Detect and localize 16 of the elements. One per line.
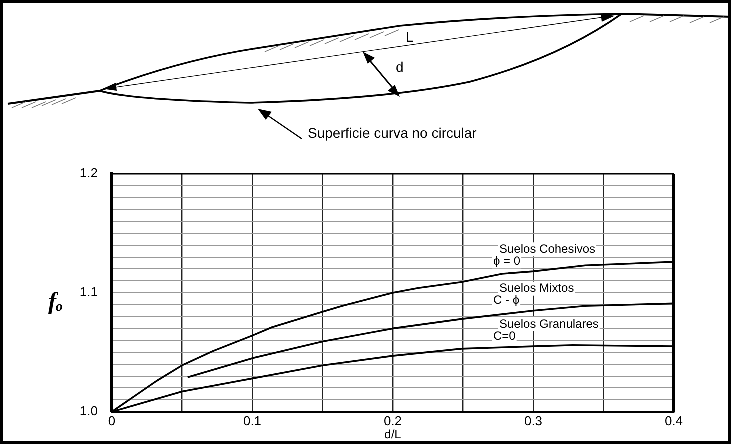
x-tick-label: 0.1 [243,413,262,428]
x-tick-label: 0.3 [524,413,543,428]
x-tick-label: 0.2 [384,413,402,428]
y-tick-label: 1.0 [80,404,98,419]
y-axis-title: fₒ [48,289,64,316]
x-tick-label: 0 [108,413,116,428]
y-tick-label: 1.1 [80,284,98,300]
x-axis-title: d/L [384,427,402,442]
x-tick-label: 0.4 [664,413,684,428]
y-tick-label: 1.2 [80,166,98,181]
text: Superficie curva no circular [308,125,477,141]
text: d [396,59,404,75]
series-label: Suelos Granulares C=0 [494,316,599,343]
series-label: Suelos Cohesivos ϕ = 0 [494,242,596,268]
text: L [406,29,414,45]
series-label: Suelos Mixtos C - ϕ [494,281,574,308]
